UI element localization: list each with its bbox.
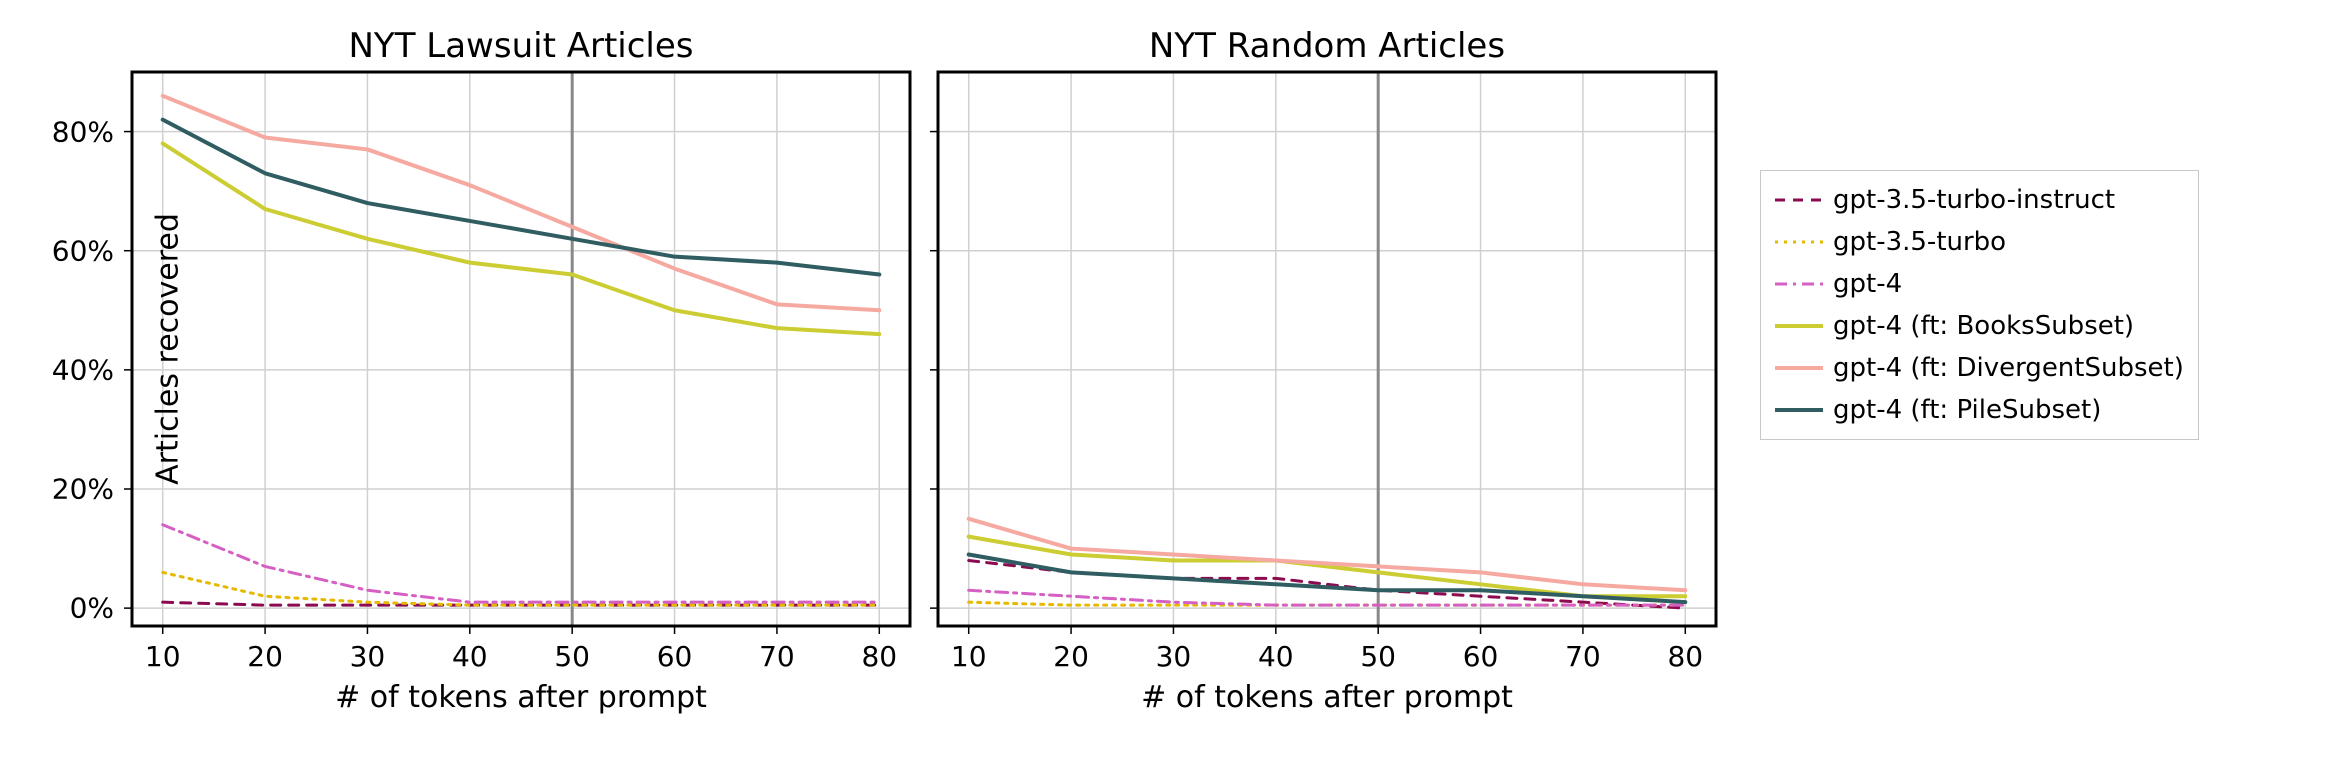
- xtick-label: 10: [951, 640, 987, 673]
- legend-item: gpt-4: [1775, 269, 2184, 299]
- series-gpt4: [163, 525, 880, 602]
- legend-label: gpt-4 (ft: BooksSubset): [1833, 311, 2134, 341]
- xtick-label: 20: [247, 640, 283, 673]
- legend-item: gpt-3.5-turbo-instruct: [1775, 185, 2184, 215]
- xtick-label: 70: [759, 640, 795, 673]
- ytick-label: 0%: [70, 592, 114, 625]
- chart-panel-right: 1020304050607080NYT Random Articles# of …: [938, 72, 1716, 626]
- legend-item: gpt-4 (ft: PileSubset): [1775, 395, 2184, 425]
- xtick-label: 80: [1667, 640, 1703, 673]
- ytick-label: 40%: [52, 353, 114, 386]
- series-gpt4_books: [163, 143, 880, 334]
- x-axis-label: # of tokens after prompt: [335, 680, 707, 715]
- legend-swatch-icon: [1775, 192, 1823, 208]
- legend-label: gpt-4 (ft: DivergentSubset): [1833, 353, 2184, 383]
- legend-label: gpt-4 (ft: PileSubset): [1833, 395, 2101, 425]
- legend-swatch-icon: [1775, 318, 1823, 334]
- legend-item: gpt-4 (ft: DivergentSubset): [1775, 353, 2184, 383]
- series-gpt35_turbo: [163, 572, 880, 605]
- ytick-label: 20%: [52, 472, 114, 505]
- legend-label: gpt-3.5-turbo-instruct: [1833, 185, 2115, 215]
- xtick-label: 30: [350, 640, 386, 673]
- ytick-label: 80%: [52, 115, 114, 148]
- xtick-label: 10: [145, 640, 181, 673]
- chart-svg: [132, 72, 910, 626]
- x-axis-label: # of tokens after prompt: [1141, 680, 1513, 715]
- chart-svg: [938, 72, 1716, 626]
- legend-label: gpt-4: [1833, 269, 1902, 299]
- panel-title: NYT Random Articles: [1149, 26, 1505, 66]
- legend-label: gpt-3.5-turbo: [1833, 227, 2006, 257]
- xtick-label: 20: [1053, 640, 1089, 673]
- xtick-label: 50: [1360, 640, 1396, 673]
- xtick-label: 80: [861, 640, 897, 673]
- series-gpt4_divergent: [163, 96, 880, 310]
- legend-swatch-icon: [1775, 402, 1823, 418]
- xtick-label: 70: [1565, 640, 1601, 673]
- xtick-label: 60: [1463, 640, 1499, 673]
- legend-swatch-icon: [1775, 360, 1823, 376]
- xtick-label: 30: [1156, 640, 1192, 673]
- xtick-label: 40: [1258, 640, 1294, 673]
- figure: 10 20 30 40 50 60 70 80 0% 20% 40% 60% 80% NYT Lawsui…: [0, 0, 2332, 758]
- legend-swatch-icon: [1775, 234, 1823, 250]
- panel-title: NYT Lawsuit Articles: [349, 26, 694, 66]
- chart-panel-left: 10203040506070800%20%40%60%80%NYT Lawsui…: [132, 72, 910, 626]
- legend-item: gpt-3.5-turbo: [1775, 227, 2184, 257]
- legend-item: gpt-4 (ft: BooksSubset): [1775, 311, 2184, 341]
- ytick-label: 60%: [52, 234, 114, 267]
- legend: gpt-3.5-turbo-instruct gpt-3.5-turbo gpt-4…: [1760, 170, 2199, 440]
- xtick-label: 60: [657, 640, 693, 673]
- legend-swatch-icon: [1775, 276, 1823, 292]
- xtick-label: 40: [452, 640, 488, 673]
- xtick-label: 50: [554, 640, 590, 673]
- y-axis-label: Articles recovered: [150, 213, 185, 485]
